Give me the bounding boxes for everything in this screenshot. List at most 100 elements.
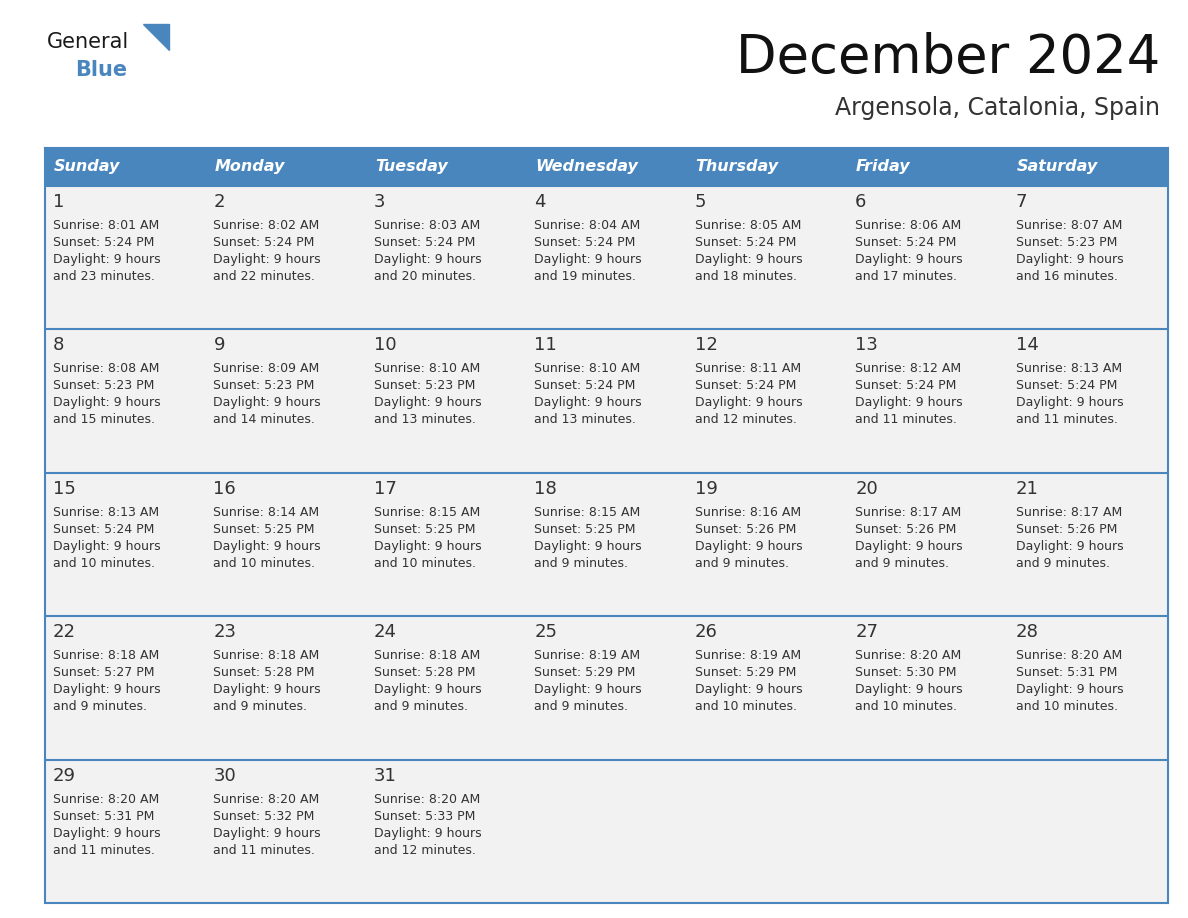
Text: and 11 minutes.: and 11 minutes. xyxy=(214,844,315,856)
Text: and 10 minutes.: and 10 minutes. xyxy=(695,700,797,713)
Text: and 13 minutes.: and 13 minutes. xyxy=(535,413,636,426)
Text: Daylight: 9 hours: Daylight: 9 hours xyxy=(53,683,160,696)
Text: 11: 11 xyxy=(535,336,557,354)
Text: and 9 minutes.: and 9 minutes. xyxy=(695,557,789,570)
Text: Sunset: 5:33 PM: Sunset: 5:33 PM xyxy=(374,810,475,823)
Text: Sunset: 5:23 PM: Sunset: 5:23 PM xyxy=(374,379,475,392)
Text: Sunrise: 8:11 AM: Sunrise: 8:11 AM xyxy=(695,363,801,375)
Text: Daylight: 9 hours: Daylight: 9 hours xyxy=(535,253,642,266)
Text: Sunrise: 8:20 AM: Sunrise: 8:20 AM xyxy=(53,792,159,806)
Text: 27: 27 xyxy=(855,623,878,641)
Text: Sunset: 5:24 PM: Sunset: 5:24 PM xyxy=(695,236,796,249)
Text: Sunset: 5:29 PM: Sunset: 5:29 PM xyxy=(695,666,796,679)
Text: 13: 13 xyxy=(855,336,878,354)
Text: Sunrise: 8:02 AM: Sunrise: 8:02 AM xyxy=(214,219,320,232)
Text: Sunset: 5:26 PM: Sunset: 5:26 PM xyxy=(1016,522,1117,536)
Text: 15: 15 xyxy=(53,480,76,498)
Text: 29: 29 xyxy=(53,767,76,785)
Text: Sunset: 5:25 PM: Sunset: 5:25 PM xyxy=(214,522,315,536)
Text: Sunrise: 8:16 AM: Sunrise: 8:16 AM xyxy=(695,506,801,519)
Text: and 20 minutes.: and 20 minutes. xyxy=(374,270,476,283)
Text: Daylight: 9 hours: Daylight: 9 hours xyxy=(535,397,642,409)
Text: Sunset: 5:24 PM: Sunset: 5:24 PM xyxy=(855,236,956,249)
Text: Sunrise: 8:03 AM: Sunrise: 8:03 AM xyxy=(374,219,480,232)
Text: and 22 minutes.: and 22 minutes. xyxy=(214,270,315,283)
Polygon shape xyxy=(143,24,169,50)
Text: and 12 minutes.: and 12 minutes. xyxy=(695,413,797,426)
Text: Sunrise: 8:14 AM: Sunrise: 8:14 AM xyxy=(214,506,320,519)
Text: Sunrise: 8:20 AM: Sunrise: 8:20 AM xyxy=(214,792,320,806)
Text: Monday: Monday xyxy=(214,160,285,174)
Text: Daylight: 9 hours: Daylight: 9 hours xyxy=(1016,253,1123,266)
Text: Sunset: 5:32 PM: Sunset: 5:32 PM xyxy=(214,810,315,823)
Text: Sunrise: 8:20 AM: Sunrise: 8:20 AM xyxy=(1016,649,1121,662)
Text: and 9 minutes.: and 9 minutes. xyxy=(535,557,628,570)
Text: 16: 16 xyxy=(214,480,236,498)
Text: Daylight: 9 hours: Daylight: 9 hours xyxy=(374,253,481,266)
Text: and 23 minutes.: and 23 minutes. xyxy=(53,270,154,283)
Text: Sunrise: 8:10 AM: Sunrise: 8:10 AM xyxy=(374,363,480,375)
Text: Sunset: 5:24 PM: Sunset: 5:24 PM xyxy=(1016,379,1117,392)
Text: 6: 6 xyxy=(855,193,866,211)
Text: Daylight: 9 hours: Daylight: 9 hours xyxy=(214,540,321,553)
Text: Sunrise: 8:15 AM: Sunrise: 8:15 AM xyxy=(535,506,640,519)
Text: and 19 minutes.: and 19 minutes. xyxy=(535,270,636,283)
Text: 20: 20 xyxy=(855,480,878,498)
Text: Daylight: 9 hours: Daylight: 9 hours xyxy=(53,540,160,553)
Text: Sunrise: 8:13 AM: Sunrise: 8:13 AM xyxy=(1016,363,1121,375)
Text: December 2024: December 2024 xyxy=(735,32,1159,84)
Text: Sunrise: 8:20 AM: Sunrise: 8:20 AM xyxy=(855,649,961,662)
Text: Daylight: 9 hours: Daylight: 9 hours xyxy=(374,540,481,553)
Text: and 9 minutes.: and 9 minutes. xyxy=(214,700,308,713)
Text: 3: 3 xyxy=(374,193,385,211)
Bar xyxy=(45,330,1168,473)
Text: Sunset: 5:24 PM: Sunset: 5:24 PM xyxy=(535,236,636,249)
Text: Sunset: 5:24 PM: Sunset: 5:24 PM xyxy=(53,236,154,249)
Bar xyxy=(45,148,1168,186)
Text: 10: 10 xyxy=(374,336,397,354)
Text: Tuesday: Tuesday xyxy=(375,160,448,174)
Text: Daylight: 9 hours: Daylight: 9 hours xyxy=(1016,540,1123,553)
Text: and 12 minutes.: and 12 minutes. xyxy=(374,844,475,856)
Text: Argensola, Catalonia, Spain: Argensola, Catalonia, Spain xyxy=(835,96,1159,120)
Text: 24: 24 xyxy=(374,623,397,641)
Text: Sunrise: 8:17 AM: Sunrise: 8:17 AM xyxy=(1016,506,1121,519)
Text: Sunrise: 8:09 AM: Sunrise: 8:09 AM xyxy=(214,363,320,375)
Text: 9: 9 xyxy=(214,336,225,354)
Text: Sunset: 5:24 PM: Sunset: 5:24 PM xyxy=(53,522,154,536)
Text: Sunset: 5:24 PM: Sunset: 5:24 PM xyxy=(535,379,636,392)
Text: Daylight: 9 hours: Daylight: 9 hours xyxy=(374,397,481,409)
Text: Sunset: 5:24 PM: Sunset: 5:24 PM xyxy=(695,379,796,392)
Text: 21: 21 xyxy=(1016,480,1038,498)
Text: 23: 23 xyxy=(214,623,236,641)
Text: and 9 minutes.: and 9 minutes. xyxy=(374,700,468,713)
Text: Sunset: 5:29 PM: Sunset: 5:29 PM xyxy=(535,666,636,679)
Text: Sunset: 5:26 PM: Sunset: 5:26 PM xyxy=(695,522,796,536)
Text: Sunset: 5:25 PM: Sunset: 5:25 PM xyxy=(535,522,636,536)
Text: Daylight: 9 hours: Daylight: 9 hours xyxy=(855,253,962,266)
Text: Sunset: 5:25 PM: Sunset: 5:25 PM xyxy=(374,522,475,536)
Text: Sunset: 5:23 PM: Sunset: 5:23 PM xyxy=(214,379,315,392)
Text: Sunrise: 8:05 AM: Sunrise: 8:05 AM xyxy=(695,219,801,232)
Text: and 17 minutes.: and 17 minutes. xyxy=(855,270,958,283)
Text: Sunday: Sunday xyxy=(53,160,120,174)
Text: Daylight: 9 hours: Daylight: 9 hours xyxy=(855,397,962,409)
Text: and 10 minutes.: and 10 minutes. xyxy=(1016,700,1118,713)
Text: Sunrise: 8:12 AM: Sunrise: 8:12 AM xyxy=(855,363,961,375)
Text: 19: 19 xyxy=(695,480,718,498)
Text: and 10 minutes.: and 10 minutes. xyxy=(855,700,958,713)
Text: Sunset: 5:31 PM: Sunset: 5:31 PM xyxy=(53,810,154,823)
Text: Sunrise: 8:07 AM: Sunrise: 8:07 AM xyxy=(1016,219,1121,232)
Text: Sunset: 5:31 PM: Sunset: 5:31 PM xyxy=(1016,666,1117,679)
Text: Sunset: 5:24 PM: Sunset: 5:24 PM xyxy=(855,379,956,392)
Text: 7: 7 xyxy=(1016,193,1028,211)
Text: and 9 minutes.: and 9 minutes. xyxy=(535,700,628,713)
Text: 14: 14 xyxy=(1016,336,1038,354)
Text: Thursday: Thursday xyxy=(696,160,779,174)
Text: Daylight: 9 hours: Daylight: 9 hours xyxy=(695,540,802,553)
Text: Sunrise: 8:13 AM: Sunrise: 8:13 AM xyxy=(53,506,159,519)
Text: Sunset: 5:27 PM: Sunset: 5:27 PM xyxy=(53,666,154,679)
Text: 28: 28 xyxy=(1016,623,1038,641)
Text: Daylight: 9 hours: Daylight: 9 hours xyxy=(214,253,321,266)
Text: Blue: Blue xyxy=(75,60,127,80)
